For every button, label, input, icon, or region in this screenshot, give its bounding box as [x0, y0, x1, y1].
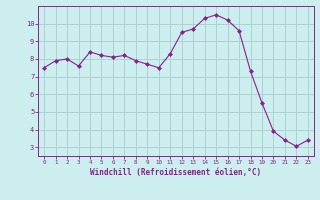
X-axis label: Windchill (Refroidissement éolien,°C): Windchill (Refroidissement éolien,°C): [91, 168, 261, 177]
